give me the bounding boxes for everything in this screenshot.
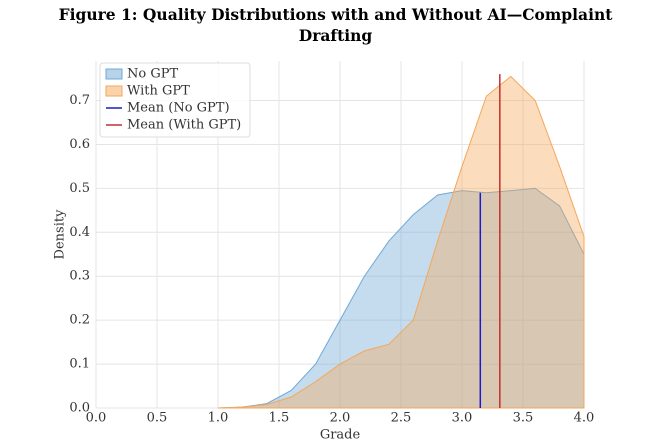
- y-tick-label: 0.7: [69, 93, 90, 108]
- y-tick-label: 0.1: [69, 357, 90, 372]
- x-tick-label: 1.5: [269, 411, 290, 426]
- y-tick-label: 0.4: [69, 225, 90, 240]
- density-area: [217, 75, 585, 409]
- legend-label: Mean (With GPT): [127, 118, 241, 133]
- y-tick-label: 0.2: [69, 313, 90, 328]
- legend-label: No GPT: [127, 67, 178, 82]
- legend-box: [99, 62, 251, 138]
- x-tick-label: 2.0: [330, 411, 351, 426]
- density-area: [217, 187, 585, 409]
- x-tick-label: 0.5: [147, 411, 168, 426]
- x-axis-label: Grade: [320, 428, 361, 443]
- legend-swatch: [105, 85, 123, 97]
- x-tick-label: 2.5: [391, 411, 412, 426]
- x-tick-label: 0.0: [86, 411, 107, 426]
- legend-label: With GPT: [127, 84, 190, 99]
- legend-label: Mean (No GPT): [127, 101, 230, 116]
- y-tick-label: 0.6: [69, 137, 90, 152]
- legend-swatch: [105, 68, 123, 80]
- chart-title: Figure 1: Quality Distributions with and…: [58, 5, 613, 45]
- y-tick-label: 0.5: [69, 181, 90, 196]
- x-tick-label: 3.0: [452, 411, 473, 426]
- x-tick-label: 1.0: [208, 411, 229, 426]
- x-tick-label: 4.0: [574, 411, 595, 426]
- y-axis-label: Density: [53, 209, 68, 260]
- y-tick-label: 0.3: [69, 269, 90, 284]
- x-tick-label: 3.5: [513, 411, 534, 426]
- y-tick-label: 0.0: [69, 401, 90, 416]
